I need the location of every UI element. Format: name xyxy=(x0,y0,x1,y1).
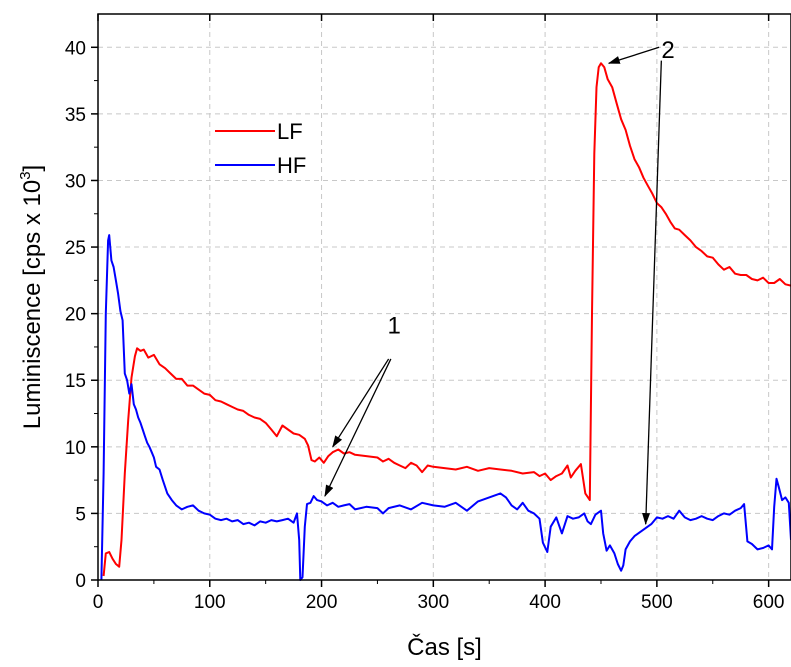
legend-label-hf: HF xyxy=(277,153,306,178)
legend-label-lf: LF xyxy=(277,119,303,144)
y-tick-label: 20 xyxy=(65,305,86,326)
y-axis-title-end: ] xyxy=(19,165,46,172)
annotation-label: 2 xyxy=(661,37,674,64)
series-line-hf xyxy=(100,234,791,581)
x-tick-label: 300 xyxy=(417,592,449,613)
annotation-arrow xyxy=(324,358,392,498)
x-tick-label: 500 xyxy=(641,592,673,613)
x-axis-title: Čas [s] xyxy=(407,633,482,661)
annotation-arrow xyxy=(332,358,390,448)
y-axis-title: Luminiscence [cps x 103] xyxy=(17,165,46,429)
y-tick-label: 10 xyxy=(65,438,86,459)
annotation-arrow xyxy=(642,60,662,526)
y-tick-label: 35 xyxy=(65,105,86,126)
series-line-lf xyxy=(102,62,791,577)
legend: LF HF xyxy=(215,119,306,178)
y-tick-label: 5 xyxy=(75,504,86,525)
y-tick-label: 25 xyxy=(65,238,86,259)
y-tick-label: 15 xyxy=(65,371,86,392)
y-axis-title-main: Luminiscence [cps x 10 xyxy=(19,180,46,429)
x-tick-label: 100 xyxy=(194,592,226,613)
y-tick-label: 40 xyxy=(65,38,86,59)
x-tick-label: 200 xyxy=(306,592,338,613)
plot-frame xyxy=(97,13,791,581)
x-tick-label: 0 xyxy=(93,592,104,613)
y-axis-title-sup: 3 xyxy=(17,171,34,179)
y-tick-label: 0 xyxy=(75,571,86,592)
y-tick-label: 30 xyxy=(65,171,86,192)
grid xyxy=(98,14,791,580)
annotations: 12 xyxy=(324,37,675,526)
ticks: 0 100 200 300 400 500 600 0 5 10 15 20 25 30 35 40 xyxy=(65,14,785,613)
series-layer xyxy=(100,62,791,581)
annotation-label: 1 xyxy=(388,313,401,340)
x-tick-label: 600 xyxy=(753,592,785,613)
annotation-arrow xyxy=(607,46,660,64)
x-tick-label: 400 xyxy=(529,592,561,613)
